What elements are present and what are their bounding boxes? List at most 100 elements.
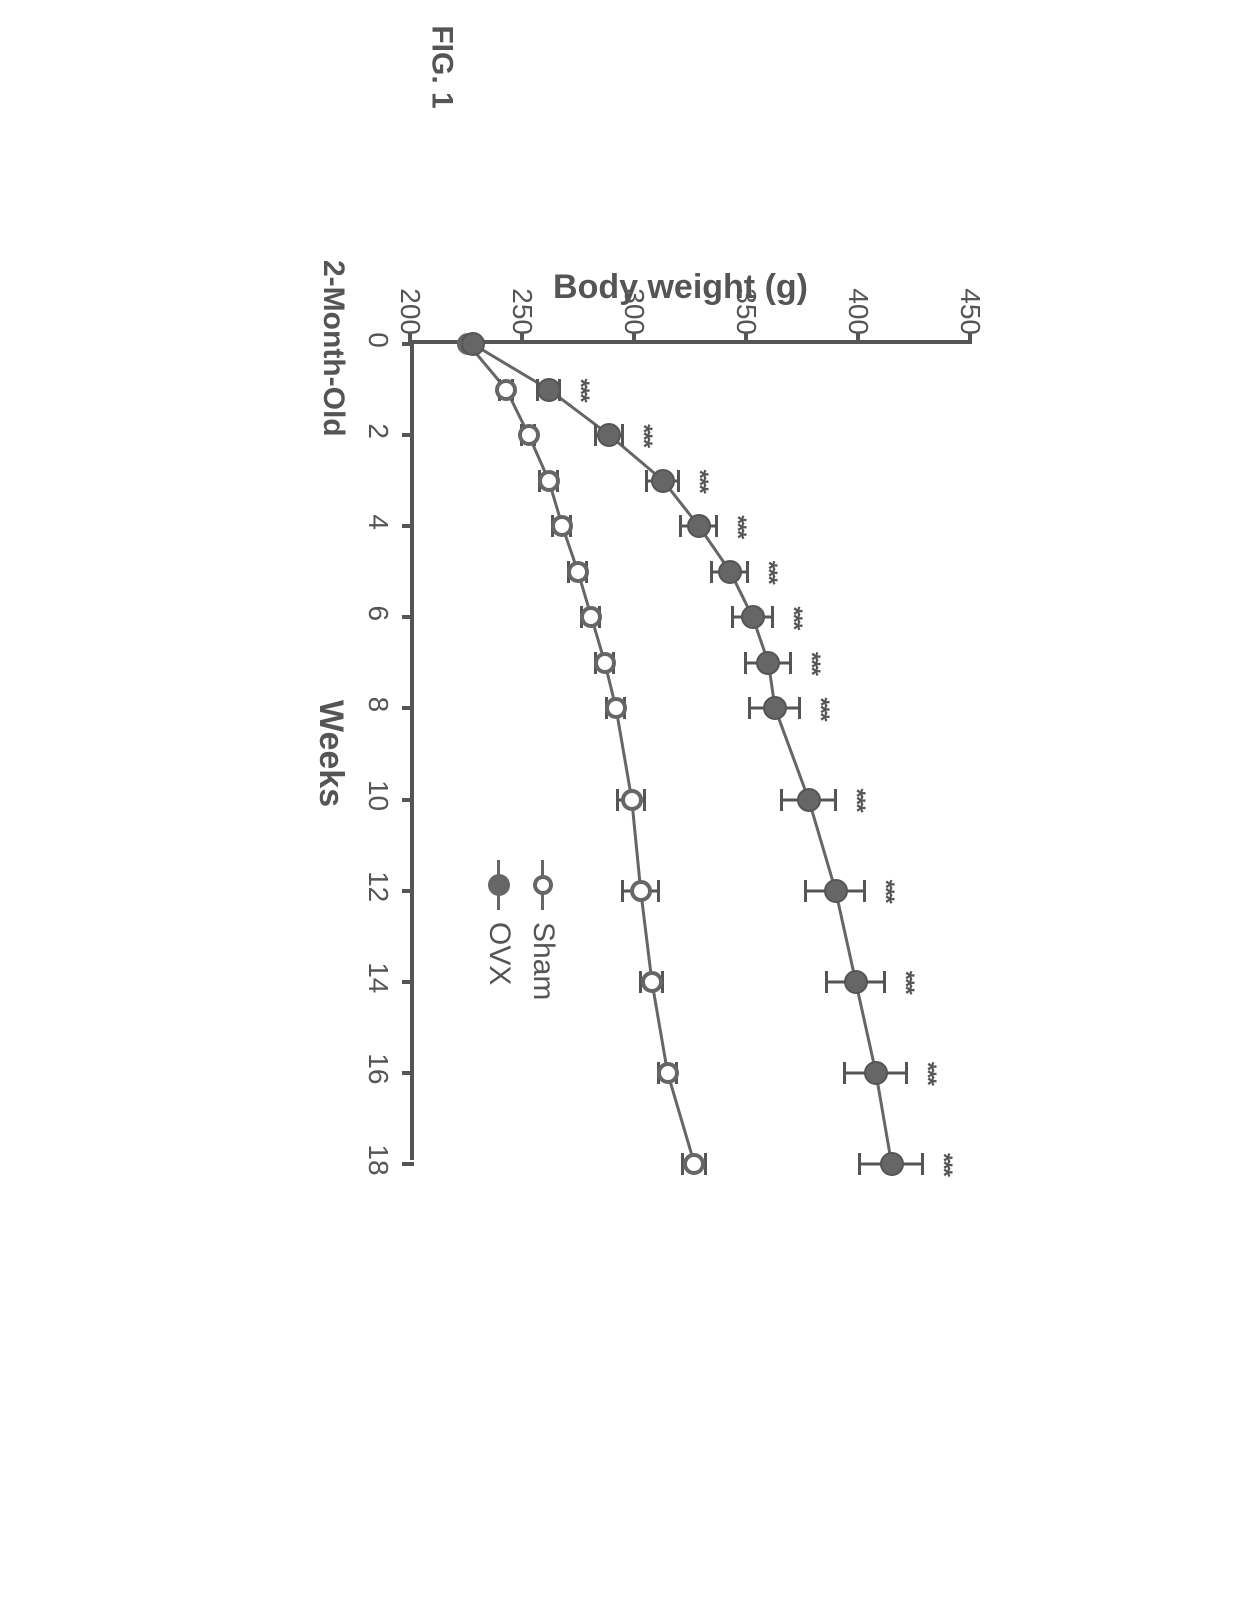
y-tick-label: 300 — [618, 275, 650, 335]
x-tick — [402, 706, 414, 710]
error-cap — [645, 470, 648, 492]
significance-marker: *** — [806, 697, 834, 719]
ovx-marker — [844, 970, 868, 994]
significance-marker: *** — [913, 1062, 941, 1084]
error-cap — [616, 789, 619, 811]
sham-marker — [594, 652, 616, 674]
error-cap — [771, 606, 774, 628]
error-cap — [744, 652, 747, 674]
ovx-marker — [461, 332, 485, 356]
x-tick-label: 10 — [362, 776, 394, 816]
y-tick-label: 200 — [394, 275, 426, 335]
ovx-marker — [651, 469, 675, 493]
significance-marker: *** — [842, 789, 870, 811]
error-cap — [834, 789, 837, 811]
sham-marker — [580, 606, 602, 628]
error-cap — [858, 1153, 861, 1175]
error-cap — [798, 697, 801, 719]
error-cap — [677, 470, 680, 492]
error-cap — [905, 1062, 908, 1084]
sham-marker — [657, 1062, 679, 1084]
sham-marker — [567, 561, 589, 583]
chart-container: *************************************** … — [240, 220, 1000, 1220]
error-cap — [643, 789, 646, 811]
legend-row-ovx: OVX — [482, 860, 516, 1000]
legend-line-ovx — [498, 860, 501, 910]
ovx-marker — [864, 1061, 888, 1085]
ovx-marker — [763, 696, 787, 720]
error-cap — [748, 697, 751, 719]
x-tick — [402, 342, 414, 346]
x-tick-label: 6 — [362, 593, 394, 633]
significance-marker: *** — [797, 652, 825, 674]
x-tick — [402, 980, 414, 984]
error-cap — [679, 515, 682, 537]
ovx-marker — [880, 1152, 904, 1176]
y-tick-label: 250 — [506, 275, 538, 335]
significance-marker: *** — [754, 561, 782, 583]
sham-marker — [551, 515, 573, 537]
sham-line — [468, 344, 694, 1164]
ovx-marker — [824, 879, 848, 903]
legend-label-ovx: OVX — [482, 922, 516, 985]
x-tick-label: 8 — [362, 684, 394, 724]
open-circle-icon — [533, 875, 553, 895]
significance-marker: *** — [871, 880, 899, 902]
filled-circle-icon — [488, 874, 510, 896]
x-tick-label: 16 — [362, 1049, 394, 1089]
x-tick — [402, 1162, 414, 1166]
significance-marker: *** — [891, 971, 919, 993]
error-cap — [621, 880, 624, 902]
ovx-marker — [687, 514, 711, 538]
significance-marker: *** — [929, 1153, 957, 1175]
sham-marker — [683, 1153, 705, 1175]
significance-marker: *** — [685, 470, 713, 492]
significance-marker: *** — [629, 424, 657, 446]
ovx-marker — [797, 788, 821, 812]
error-cap — [731, 606, 734, 628]
ovx-marker — [718, 560, 742, 584]
sham-marker — [495, 379, 517, 401]
error-cap — [843, 1062, 846, 1084]
significance-marker: *** — [779, 606, 807, 628]
error-cap — [746, 561, 749, 583]
sham-marker — [518, 424, 540, 446]
legend-label-sham: Sham — [526, 922, 560, 1000]
ovx-line — [473, 344, 892, 1164]
x-tick — [402, 1071, 414, 1075]
series-lines — [410, 344, 970, 1164]
sham-marker — [605, 697, 627, 719]
sham-marker — [641, 971, 663, 993]
error-cap — [715, 515, 718, 537]
error-cap — [789, 652, 792, 674]
x-tick-label: 18 — [362, 1140, 394, 1180]
significance-marker: *** — [723, 515, 751, 537]
x-tick-label: 12 — [362, 867, 394, 907]
y-axis-title: Body weight (g) — [553, 268, 808, 307]
sham-marker — [538, 470, 560, 492]
y-tick-label: 400 — [842, 275, 874, 335]
error-cap — [780, 789, 783, 811]
x-tick — [402, 524, 414, 528]
ovx-marker — [597, 423, 621, 447]
x-axis-left-label: 2-Month-Old — [316, 260, 350, 437]
figure-label: FIG. 1 — [425, 25, 459, 108]
sham-marker — [621, 789, 643, 811]
x-tick — [402, 798, 414, 802]
x-tick-label: 14 — [362, 958, 394, 998]
sham-marker — [630, 880, 652, 902]
x-axis-title: Weeks — [311, 700, 350, 807]
x-tick-label: 0 — [362, 320, 394, 360]
error-cap — [825, 971, 828, 993]
ovx-marker — [537, 378, 561, 402]
body-weight-chart: *************************************** … — [240, 220, 1000, 1220]
x-tick — [402, 433, 414, 437]
x-tick-label: 4 — [362, 502, 394, 542]
ovx-marker — [756, 651, 780, 675]
error-cap — [710, 561, 713, 583]
x-tick — [402, 615, 414, 619]
plot-area: *************************************** — [410, 340, 970, 1160]
error-cap — [863, 880, 866, 902]
significance-marker: *** — [566, 379, 594, 401]
legend: Sham OVX — [472, 860, 560, 1000]
